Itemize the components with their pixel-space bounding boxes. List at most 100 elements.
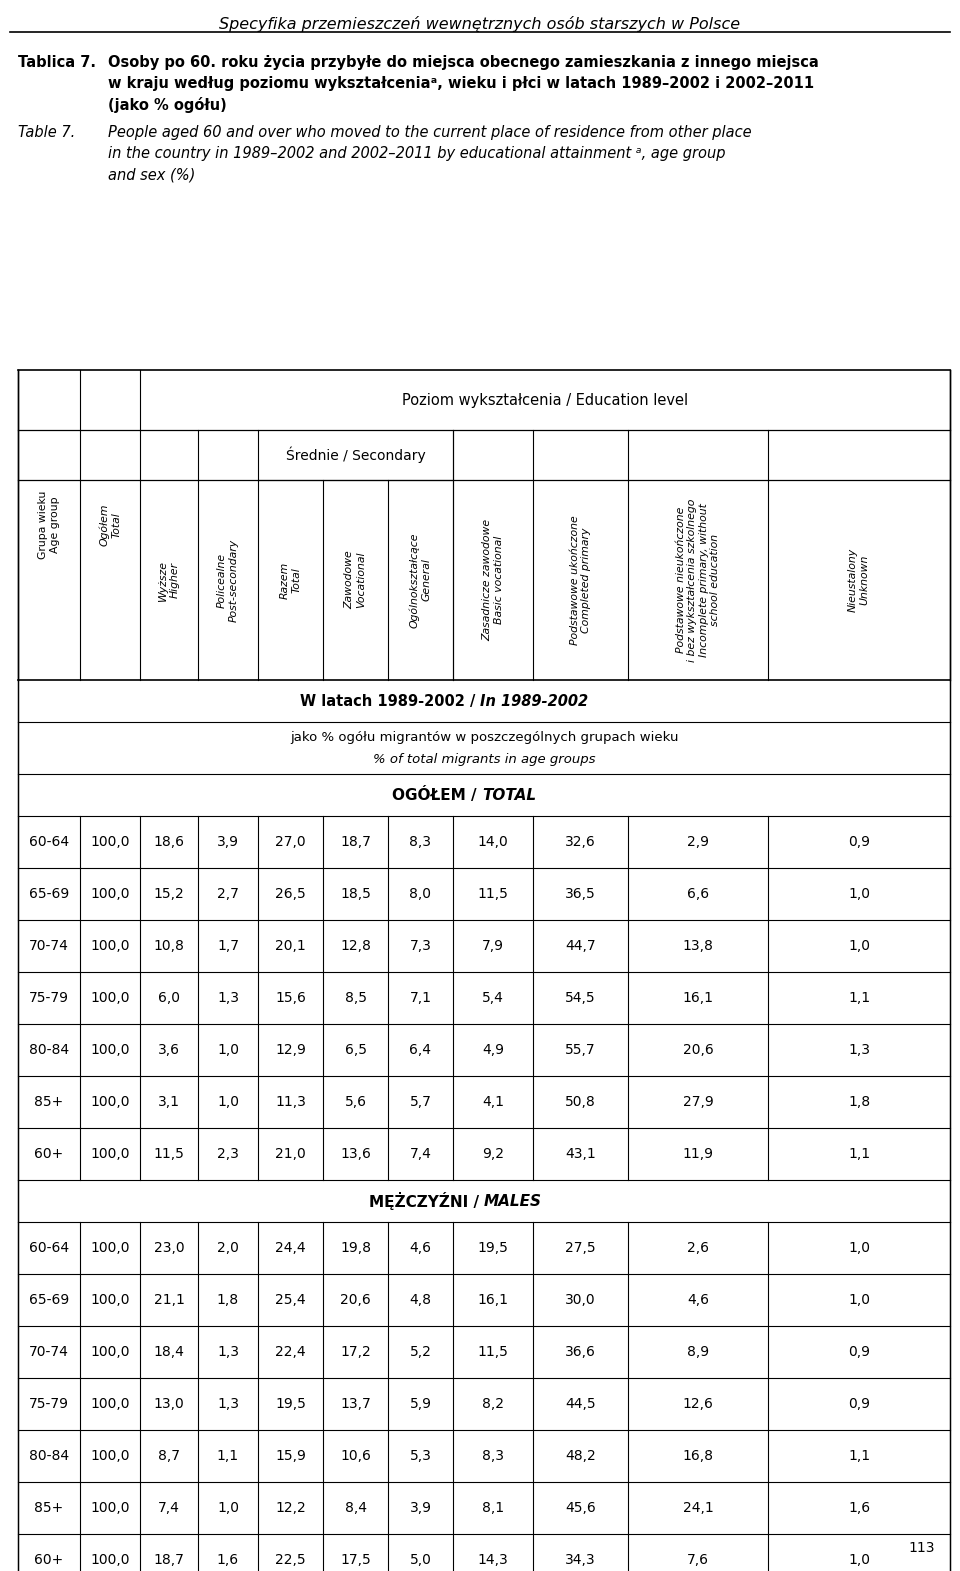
Text: 14,0: 14,0 <box>478 836 509 848</box>
Text: 25,4: 25,4 <box>276 1293 306 1307</box>
Text: 100,0: 100,0 <box>90 1241 130 1255</box>
Text: Razem
Total: Razem Total <box>279 561 301 599</box>
Text: Podstawowe ukończone
Completed primary: Podstawowe ukończone Completed primary <box>569 515 591 644</box>
Text: 13,7: 13,7 <box>340 1397 371 1411</box>
Text: Wyższe
Higher: Wyższe Higher <box>158 559 180 600</box>
Text: 34,3: 34,3 <box>565 1554 596 1566</box>
Text: 6,4: 6,4 <box>410 1043 431 1057</box>
Text: 19,5: 19,5 <box>276 1397 306 1411</box>
Text: 44,7: 44,7 <box>565 939 596 954</box>
Text: 65-69: 65-69 <box>29 888 69 902</box>
Text: 5,7: 5,7 <box>410 1095 431 1109</box>
Text: 15,6: 15,6 <box>276 991 306 1005</box>
Text: 23,0: 23,0 <box>154 1241 184 1255</box>
Text: 1,3: 1,3 <box>217 1345 239 1359</box>
Text: 1,0: 1,0 <box>848 1293 870 1307</box>
Text: 43,1: 43,1 <box>565 1147 596 1161</box>
Text: 113: 113 <box>908 1541 935 1555</box>
Text: 100,0: 100,0 <box>90 1147 130 1161</box>
Text: 60-64: 60-64 <box>29 836 69 848</box>
Text: 85+: 85+ <box>35 1500 63 1514</box>
Text: 11,9: 11,9 <box>683 1147 713 1161</box>
Text: 2,3: 2,3 <box>217 1147 239 1161</box>
Text: 12,9: 12,9 <box>276 1043 306 1057</box>
Text: 100,0: 100,0 <box>90 939 130 954</box>
Text: Ogółem
Total: Ogółem Total <box>99 504 121 547</box>
Text: Średnie / Secondary: Średnie / Secondary <box>286 446 425 463</box>
Text: 13,6: 13,6 <box>340 1147 371 1161</box>
Text: 8,3: 8,3 <box>482 1448 504 1463</box>
Text: (jako % ogółu): (jako % ogółu) <box>108 97 227 113</box>
Text: 26,5: 26,5 <box>276 888 306 902</box>
Text: 21,1: 21,1 <box>154 1293 184 1307</box>
Text: 5,6: 5,6 <box>345 1095 367 1109</box>
Text: 4,1: 4,1 <box>482 1095 504 1109</box>
Text: 50,8: 50,8 <box>565 1095 596 1109</box>
Text: 13,0: 13,0 <box>154 1397 184 1411</box>
Text: 18,7: 18,7 <box>154 1554 184 1566</box>
Text: Podstawowe nieukończone
i bez wykształcenia szkolnego
Incomplete primary, withou: Podstawowe nieukończone i bez wykształce… <box>676 498 720 661</box>
Text: 15,2: 15,2 <box>154 888 184 902</box>
Text: 20,1: 20,1 <box>276 939 306 954</box>
Text: 4,6: 4,6 <box>410 1241 431 1255</box>
Text: W latach 1989-2002 /: W latach 1989-2002 / <box>300 693 480 709</box>
Text: Table 7.: Table 7. <box>18 126 75 140</box>
Text: Grupa wieku
Age group: Grupa wieku Age group <box>38 490 60 559</box>
Text: 6,0: 6,0 <box>158 991 180 1005</box>
Text: 100,0: 100,0 <box>90 1345 130 1359</box>
Text: 36,6: 36,6 <box>565 1345 596 1359</box>
Text: 1,6: 1,6 <box>217 1554 239 1566</box>
Text: People aged 60 and over who moved to the current place of residence from other p: People aged 60 and over who moved to the… <box>108 126 752 140</box>
Text: 100,0: 100,0 <box>90 836 130 848</box>
Text: 1,3: 1,3 <box>848 1043 870 1057</box>
Text: Policealne
Post-secondary: Policealne Post-secondary <box>217 539 239 622</box>
Text: 8,1: 8,1 <box>482 1500 504 1514</box>
Text: 11,5: 11,5 <box>477 1345 509 1359</box>
Text: 18,4: 18,4 <box>154 1345 184 1359</box>
Text: 16,1: 16,1 <box>477 1293 509 1307</box>
Text: 1,1: 1,1 <box>848 1448 870 1463</box>
Text: 11,5: 11,5 <box>477 888 509 902</box>
Text: 100,0: 100,0 <box>90 1448 130 1463</box>
Text: 1,8: 1,8 <box>848 1095 870 1109</box>
Text: 55,7: 55,7 <box>565 1043 596 1057</box>
Text: 100,0: 100,0 <box>90 1293 130 1307</box>
Text: 1,1: 1,1 <box>848 991 870 1005</box>
Text: 32,6: 32,6 <box>565 836 596 848</box>
Text: 1,0: 1,0 <box>217 1043 239 1057</box>
Text: 7,4: 7,4 <box>410 1147 431 1161</box>
Text: w kraju według poziomu wykształceniaᵃ, wieku i płci w latach 1989–2002 i 2002–20: w kraju według poziomu wykształceniaᵃ, w… <box>108 75 814 91</box>
Text: 11,3: 11,3 <box>276 1095 306 1109</box>
Text: 7,9: 7,9 <box>482 939 504 954</box>
Text: 12,8: 12,8 <box>340 939 371 954</box>
Text: 7,6: 7,6 <box>687 1554 709 1566</box>
Text: 2,6: 2,6 <box>687 1241 709 1255</box>
Text: 54,5: 54,5 <box>565 991 596 1005</box>
Text: 8,4: 8,4 <box>345 1500 367 1514</box>
Text: 2,7: 2,7 <box>217 888 239 902</box>
Text: 1,1: 1,1 <box>848 1147 870 1161</box>
Text: 16,8: 16,8 <box>683 1448 713 1463</box>
Text: 1,6: 1,6 <box>848 1500 870 1514</box>
Text: 7,3: 7,3 <box>410 939 431 954</box>
Text: 2,0: 2,0 <box>217 1241 239 1255</box>
Text: 27,9: 27,9 <box>683 1095 713 1109</box>
Text: Poziom wykształcenia / Education level: Poziom wykształcenia / Education level <box>402 393 688 407</box>
Text: 24,1: 24,1 <box>683 1500 713 1514</box>
Text: Tablica 7.: Tablica 7. <box>18 55 96 71</box>
Text: 4,9: 4,9 <box>482 1043 504 1057</box>
Text: 18,5: 18,5 <box>340 888 371 902</box>
Text: 75-79: 75-79 <box>29 1397 69 1411</box>
Text: 60-64: 60-64 <box>29 1241 69 1255</box>
Text: 11,5: 11,5 <box>154 1147 184 1161</box>
Text: 48,2: 48,2 <box>565 1448 596 1463</box>
Text: 17,5: 17,5 <box>340 1554 371 1566</box>
Text: 21,0: 21,0 <box>276 1147 306 1161</box>
Text: and sex (%): and sex (%) <box>108 167 196 182</box>
Text: 0,9: 0,9 <box>848 836 870 848</box>
Text: 60+: 60+ <box>35 1147 63 1161</box>
Text: 10,6: 10,6 <box>340 1448 371 1463</box>
Text: 100,0: 100,0 <box>90 1397 130 1411</box>
Text: 5,3: 5,3 <box>410 1448 431 1463</box>
Text: 1,0: 1,0 <box>848 888 870 902</box>
